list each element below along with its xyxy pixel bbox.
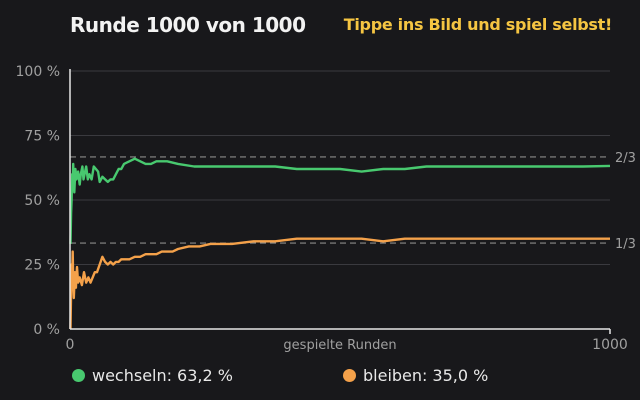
legend-switch-value: 63,2 % <box>177 366 233 385</box>
series-lines <box>69 157 611 330</box>
axes: 0 % 25 % 50 % 75 % 100 % 0 1000 gespielte Runde… <box>16 64 628 353</box>
x-axis-label: gespielte Runden <box>283 338 396 353</box>
legend-stay-value: 35,0 % <box>432 366 489 385</box>
stay-series-line <box>69 237 610 330</box>
stay-legend-dot-icon <box>343 369 356 382</box>
chart-title: Runde 1000 von 1000 <box>70 13 306 37</box>
x-tick-label: 0 <box>66 337 75 353</box>
legend-stay-name: bleiben <box>363 366 423 385</box>
grid-lines <box>70 70 610 265</box>
legend-switch-name: wechseln <box>92 366 167 385</box>
reference-lines: 2/3 1/3 <box>70 151 636 252</box>
play-yourself-link[interactable]: Tippe ins Bild und spiel selbst! <box>343 15 613 34</box>
y-tick-label: 50 % <box>24 193 60 209</box>
y-tick-label: 75 % <box>24 129 60 145</box>
reference-line-label: 1/3 <box>615 237 636 252</box>
y-tick-label: 100 % <box>16 64 60 80</box>
legend-item-stay: bleiben: 35,0 % <box>343 366 488 385</box>
legend-item-switch: wechseln: 63,2 % <box>72 366 233 385</box>
switch-legend-dot-icon <box>72 369 85 382</box>
y-tick-label: 0 % <box>33 322 60 338</box>
reference-line-label: 2/3 <box>615 151 636 166</box>
x-tick-label: 1000 <box>592 337 628 353</box>
switch-series-line <box>69 157 611 244</box>
y-tick-label: 25 % <box>24 258 60 274</box>
